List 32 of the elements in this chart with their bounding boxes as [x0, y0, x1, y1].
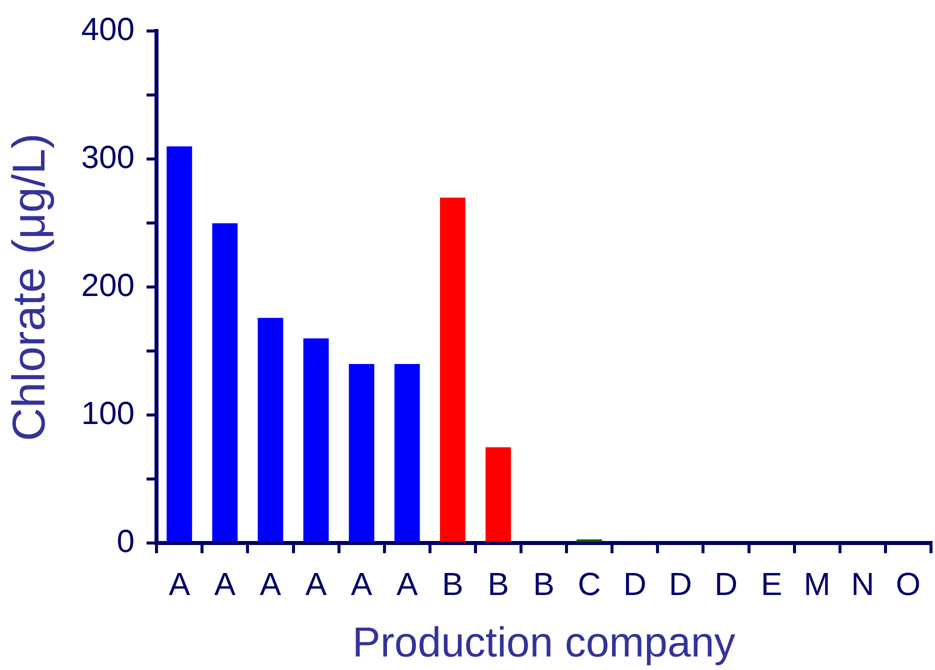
bar: [258, 318, 284, 542]
x-tick-label: C: [578, 566, 601, 602]
x-tick-label: D: [714, 566, 738, 602]
x-tick-label: A: [305, 566, 328, 602]
x-tick-label: B: [442, 566, 464, 602]
x-tick-label: N: [851, 566, 874, 602]
x-tick-label: A: [350, 566, 373, 602]
bar: [348, 364, 374, 542]
x-tick-label: M: [804, 566, 830, 602]
bar: [394, 364, 420, 542]
bar: [166, 146, 192, 542]
x-axis-title: Production company: [352, 618, 736, 666]
x-tick-label: A: [260, 566, 282, 602]
y-tick-label: 0: [116, 523, 135, 560]
bar: [440, 198, 466, 542]
y-tick-label: 300: [81, 139, 135, 176]
x-tick-label: D: [668, 566, 692, 602]
x-tick-label: B: [488, 566, 509, 602]
bar: [486, 447, 511, 542]
x-tick-label: A: [168, 566, 191, 602]
y-tick-label: 100: [81, 395, 135, 432]
x-tick-label: A: [396, 566, 418, 602]
x-tick-label: O: [896, 566, 921, 602]
x-tick-label: D: [623, 566, 646, 602]
bar: [212, 223, 238, 542]
bar: [303, 338, 329, 542]
y-axis-title: Chlorate (μg/L): [2, 133, 54, 442]
y-tick-label: 200: [81, 267, 135, 304]
x-tick-label: B: [533, 566, 554, 602]
x-tick-label: A: [214, 566, 236, 602]
x-tick-label: E: [760, 566, 782, 602]
y-tick-label: 400: [81, 11, 135, 48]
